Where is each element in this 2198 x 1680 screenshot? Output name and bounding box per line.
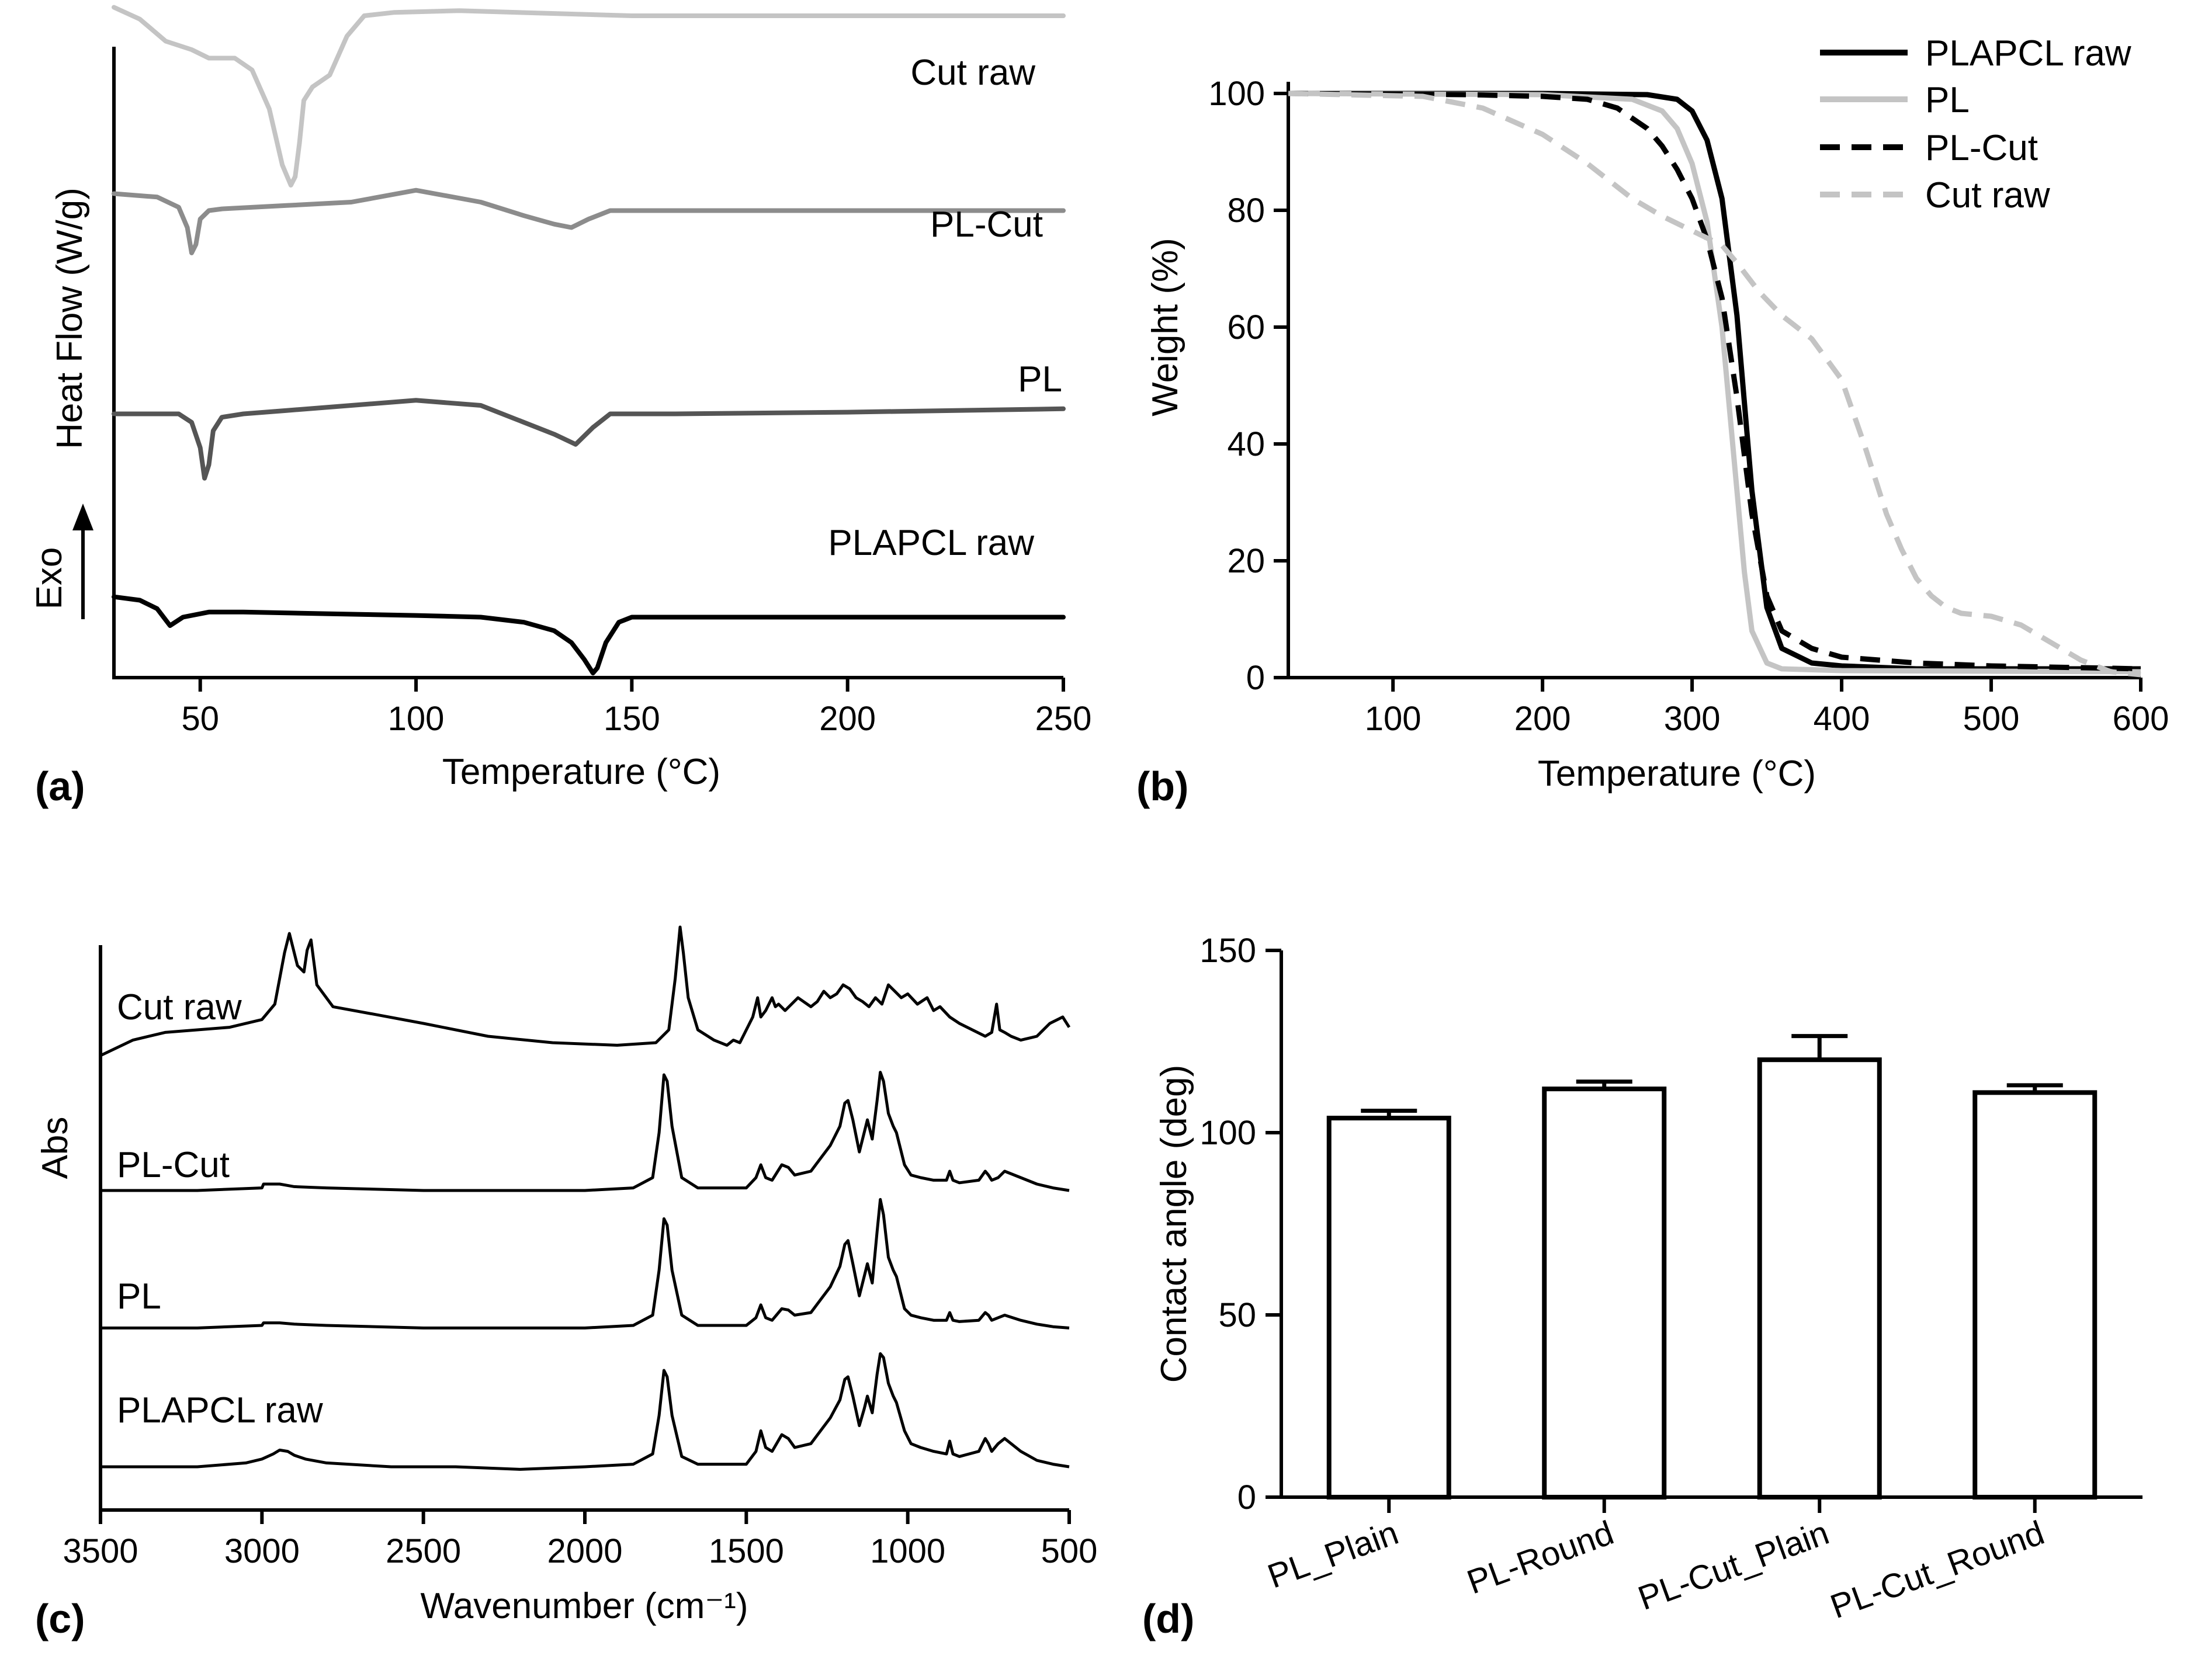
b-series-cut-raw <box>1288 91 2141 678</box>
a-x-tick-label: 100 <box>388 700 445 738</box>
b-y-tick-label: 40 <box>1227 425 1265 463</box>
c-y-axis-title: Abs <box>35 1117 75 1179</box>
b-x-tick-label: 300 <box>1664 700 1721 738</box>
legend-label-cut-raw: Cut raw <box>1925 175 2050 216</box>
b-x-tick-label: 100 <box>1365 700 1422 738</box>
b-y-axis-title: Weight (%) <box>1145 238 1185 416</box>
c-x-tick-label: 2000 <box>547 1532 622 1570</box>
c-x-tick-label: 3000 <box>224 1532 300 1570</box>
c-label-plapcl-raw: PLAPCL raw <box>117 1390 323 1431</box>
panel-label-c: (c) <box>35 1596 85 1641</box>
c-series-plapcl-raw <box>100 1352 1070 1471</box>
a-series-cut-raw <box>112 5 1066 188</box>
a-x-tick-label: 200 <box>819 700 876 738</box>
exo-arrow-icon <box>72 504 93 619</box>
d-x-tick-label: PL-Cut_Plain <box>1633 1514 1833 1617</box>
bar-pl-cut-round <box>1972 1090 2098 1499</box>
d-y-tick-label: 150 <box>1199 932 1256 970</box>
b-x-tick-label: 400 <box>1814 700 1870 738</box>
a-series-pl <box>112 398 1066 481</box>
legend-label-pl-cut: PL-Cut <box>1925 128 2038 168</box>
b-y-tick-label: 80 <box>1227 192 1265 230</box>
panel-label-d: (d) <box>1142 1596 1194 1641</box>
panel-b-tga-chart: 100 200 300 400 500 600 0 20 40 60 80 100 PLAPCL ra… <box>1136 33 2169 809</box>
c-x-tick-label: 500 <box>1041 1532 1098 1570</box>
b-y-tick-label: 0 <box>1246 659 1265 697</box>
c-x-tick-label: 1500 <box>709 1532 784 1570</box>
a-x-tick-label: 50 <box>181 700 219 738</box>
b-x-tick-label: 500 <box>1963 700 2020 738</box>
panel-label-b: (b) <box>1136 763 1188 809</box>
a-label-pl: PL <box>1018 359 1062 400</box>
b-series-pl-cut <box>1288 91 2141 672</box>
legend-label-pl: PL <box>1925 80 1970 120</box>
d-x-tick-label: PL_Plain <box>1263 1514 1403 1595</box>
b-legend: PLAPCL raw PL PL-Cut Cut raw <box>1820 33 2131 216</box>
c-series-cut-raw <box>99 925 1071 1057</box>
a-x-axis-title: Temperature (°C) <box>442 752 720 792</box>
c-x-axis-title: Wavenumber (cm⁻¹) <box>421 1586 748 1626</box>
c-x-tick-label: 2500 <box>386 1532 461 1570</box>
d-y-tick-label: 100 <box>1199 1114 1256 1152</box>
c-series-pl <box>100 1197 1070 1330</box>
panel-a-dsc-chart: 50 100 150 200 250 Cut raw PL-Cut PL PLAPCL … <box>29 5 1092 809</box>
bar-pl-cut-plain <box>1757 1057 1882 1499</box>
a-series-pl-cut <box>112 188 1066 255</box>
c-label-cut-raw: Cut raw <box>117 987 242 1028</box>
panel-c-ftir-chart: 3500 3000 2500 2000 1500 1000 500 Cut raw PL-C… <box>35 925 1098 1641</box>
c-x-tick-label: 3500 <box>63 1532 138 1570</box>
bar-pl-plain <box>1326 1116 1451 1500</box>
a-label-cut-raw: Cut raw <box>910 53 1035 93</box>
a-y-axis-title: Heat Flow (W/g) <box>50 188 90 449</box>
b-y-tick-label: 60 <box>1227 308 1265 346</box>
c-x-tick-label: 1000 <box>870 1532 945 1570</box>
b-x-tick-label: 600 <box>2113 700 2169 738</box>
b-x-tick-label: 200 <box>1514 700 1571 738</box>
b-y-tick-label: 20 <box>1227 542 1265 580</box>
legend-label-plapcl-raw: PLAPCL raw <box>1925 33 2131 74</box>
a-label-plapcl-raw: PLAPCL raw <box>828 523 1034 563</box>
a-x-tick-label: 250 <box>1035 700 1092 738</box>
a-exo-label: Exo <box>29 547 70 610</box>
d-y-tick-label: 0 <box>1237 1478 1256 1516</box>
d-x-tick-label: PL-Cut_Round <box>1825 1514 2049 1626</box>
d-y-axis-title: Contact angle (deg) <box>1154 1065 1194 1383</box>
c-series-pl-cut <box>100 1071 1070 1192</box>
d-x-tick-label: PL-Round <box>1462 1514 1619 1601</box>
b-series-pl <box>1288 91 2141 675</box>
a-series-plapcl-raw <box>112 594 1066 676</box>
panel-label-a: (a) <box>35 763 85 809</box>
b-y-tick-label: 100 <box>1208 75 1265 113</box>
a-label-pl-cut: PL-Cut <box>930 204 1043 245</box>
bar-pl-round <box>1542 1087 1667 1499</box>
b-x-axis-title: Temperature (°C) <box>1538 754 1816 794</box>
panel-d-contact-angle-chart: 0 50 100 150 PL_Plain PL-Round PL-Cut_PlainPL… <box>1142 932 2142 1641</box>
c-label-pl: PL <box>117 1276 161 1317</box>
d-y-tick-label: 50 <box>1218 1296 1256 1334</box>
b-series-plapcl-raw <box>1288 91 2141 672</box>
a-x-tick-label: 150 <box>604 700 660 738</box>
c-label-pl-cut: PL-Cut <box>117 1145 230 1185</box>
